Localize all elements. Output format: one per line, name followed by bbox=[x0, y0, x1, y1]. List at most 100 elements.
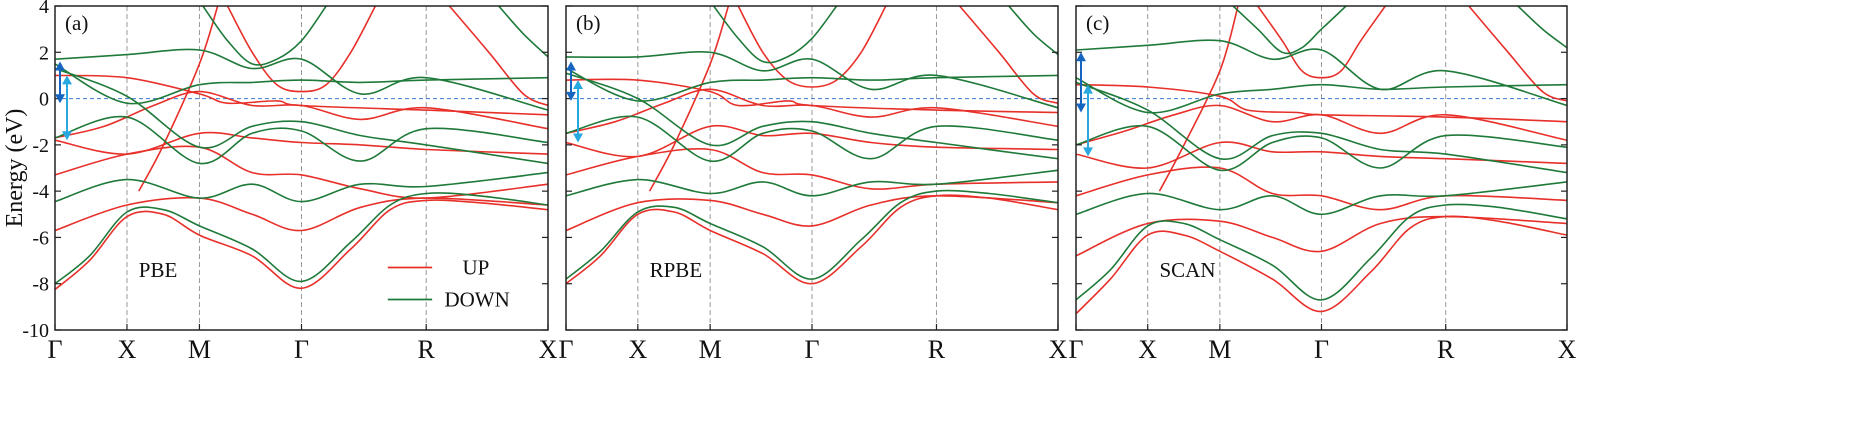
band-down-7 bbox=[1517, 6, 1567, 49]
spin-gap-arrow-light bbox=[573, 80, 583, 143]
band-up-2 bbox=[1076, 166, 1567, 211]
band-up-3 bbox=[1076, 141, 1567, 169]
band-up-4 bbox=[55, 90, 548, 139]
y-tick-label: 0 bbox=[39, 89, 49, 111]
band-down-5 bbox=[566, 72, 1058, 160]
band-down-0 bbox=[1076, 203, 1567, 301]
band-down-1 bbox=[1076, 181, 1567, 216]
panel-tag: (b) bbox=[576, 11, 601, 35]
arrow-head-up bbox=[1076, 52, 1086, 62]
arrow-head-down bbox=[566, 91, 576, 101]
band-down-3 bbox=[1076, 39, 1567, 107]
y-tick-label: -10 bbox=[22, 320, 49, 342]
band-down-2 bbox=[1076, 124, 1567, 172]
band-down-5 bbox=[55, 67, 548, 165]
y-tick-label: -2 bbox=[32, 135, 49, 157]
band-down-7 bbox=[498, 6, 548, 58]
band-up-7 bbox=[226, 6, 377, 93]
kpoint-label: R bbox=[418, 335, 436, 364]
panel-rpbe: Γ X M Γ R X (b) RPBE bbox=[558, 5, 1068, 364]
band-down-7 bbox=[1008, 6, 1058, 56]
kpoint-label: M bbox=[188, 335, 211, 364]
y-tick-label: -4 bbox=[32, 181, 49, 203]
y-tick-label: 4 bbox=[39, 0, 49, 18]
legend-label-down: DOWN bbox=[444, 288, 509, 312]
kpoint-label: Γ bbox=[1314, 335, 1329, 364]
y-tick-label: -8 bbox=[32, 274, 49, 296]
band-down-6 bbox=[1232, 6, 1347, 55]
band-down-3 bbox=[55, 48, 548, 111]
band-up-6 bbox=[1158, 6, 1239, 192]
kpoint-label: R bbox=[928, 335, 946, 364]
kpoint-label: Γ bbox=[558, 335, 573, 364]
arrow-head-down bbox=[62, 131, 72, 141]
band-up-5 bbox=[566, 78, 1058, 114]
spin-gap-arrow-light bbox=[1083, 84, 1093, 157]
y-tick-label: 2 bbox=[39, 42, 49, 64]
arrow-head-up bbox=[55, 61, 65, 71]
band-down-5 bbox=[1076, 81, 1567, 174]
arrow-head-up bbox=[573, 80, 583, 90]
kpoint-label: X bbox=[539, 335, 558, 364]
bands-group bbox=[1076, 6, 1567, 315]
band-down-2 bbox=[566, 115, 1058, 162]
method-label: PBE bbox=[139, 258, 178, 282]
arrow-head-down bbox=[573, 133, 583, 143]
kpoint-label: M bbox=[1208, 335, 1231, 364]
band-up-3 bbox=[566, 124, 1058, 158]
band-down-3 bbox=[566, 51, 1058, 109]
band-up-8 bbox=[448, 6, 548, 107]
spin-gap-arrow-dark bbox=[1076, 52, 1086, 113]
panel-tag: (a) bbox=[65, 11, 88, 35]
kpoint-label: X bbox=[118, 335, 137, 364]
kpoint-label: Γ bbox=[1068, 335, 1083, 364]
band-up-5 bbox=[55, 74, 548, 116]
band-down-0 bbox=[55, 192, 548, 285]
arrow-head-up bbox=[1083, 84, 1093, 94]
method-label: SCAN bbox=[1159, 258, 1215, 282]
bands-group bbox=[566, 6, 1058, 285]
band-down-4 bbox=[1076, 76, 1567, 114]
band-down-4 bbox=[566, 67, 1058, 102]
method-label: RPBE bbox=[650, 258, 703, 282]
y-tick-label: -6 bbox=[32, 227, 49, 249]
kpoint-label: Γ bbox=[47, 335, 62, 364]
panel-tag: (c) bbox=[1086, 11, 1109, 35]
band-up-7 bbox=[1257, 6, 1386, 79]
spin-gap-arrow-light bbox=[62, 75, 72, 141]
bands-group bbox=[55, 6, 548, 291]
band-up-3 bbox=[55, 131, 548, 155]
band-up-6 bbox=[138, 6, 219, 192]
kpoint-label: R bbox=[1437, 335, 1455, 364]
band-up-8 bbox=[958, 6, 1058, 104]
kpoint-label: M bbox=[699, 335, 722, 364]
legend-label-up: UP bbox=[462, 256, 489, 280]
arrow-head-up bbox=[566, 61, 576, 71]
kpoint-label: Γ bbox=[804, 335, 819, 364]
panel-scan: Γ X M Γ R X (c) SCAN bbox=[1068, 5, 1577, 364]
band-up-6 bbox=[648, 6, 730, 192]
spin-gap-arrow-dark bbox=[55, 61, 65, 104]
arrow-head-up bbox=[62, 75, 72, 85]
band-down-4 bbox=[55, 63, 548, 105]
band-down-1 bbox=[566, 169, 1058, 197]
band-down-6 bbox=[712, 6, 838, 64]
kpoint-label: X bbox=[1049, 335, 1068, 364]
kpoint-label: Γ bbox=[294, 335, 309, 364]
arrow-head-down bbox=[1076, 103, 1086, 113]
kpoint-label: X bbox=[1558, 335, 1577, 364]
band-up-8 bbox=[1468, 6, 1567, 102]
band-down-2 bbox=[55, 115, 548, 165]
band-up-1 bbox=[566, 194, 1058, 232]
band-down-1 bbox=[55, 171, 548, 203]
arrow-head-down bbox=[1083, 147, 1093, 157]
kpoint-label: X bbox=[628, 335, 647, 364]
band-down-0 bbox=[566, 189, 1058, 280]
spin-gap-arrow-dark bbox=[566, 61, 576, 101]
band-up-4 bbox=[1076, 104, 1567, 146]
y-axis-label: Energy (eV) bbox=[2, 109, 28, 228]
band-up-7 bbox=[737, 6, 887, 88]
kpoint-label: X bbox=[1138, 335, 1157, 364]
